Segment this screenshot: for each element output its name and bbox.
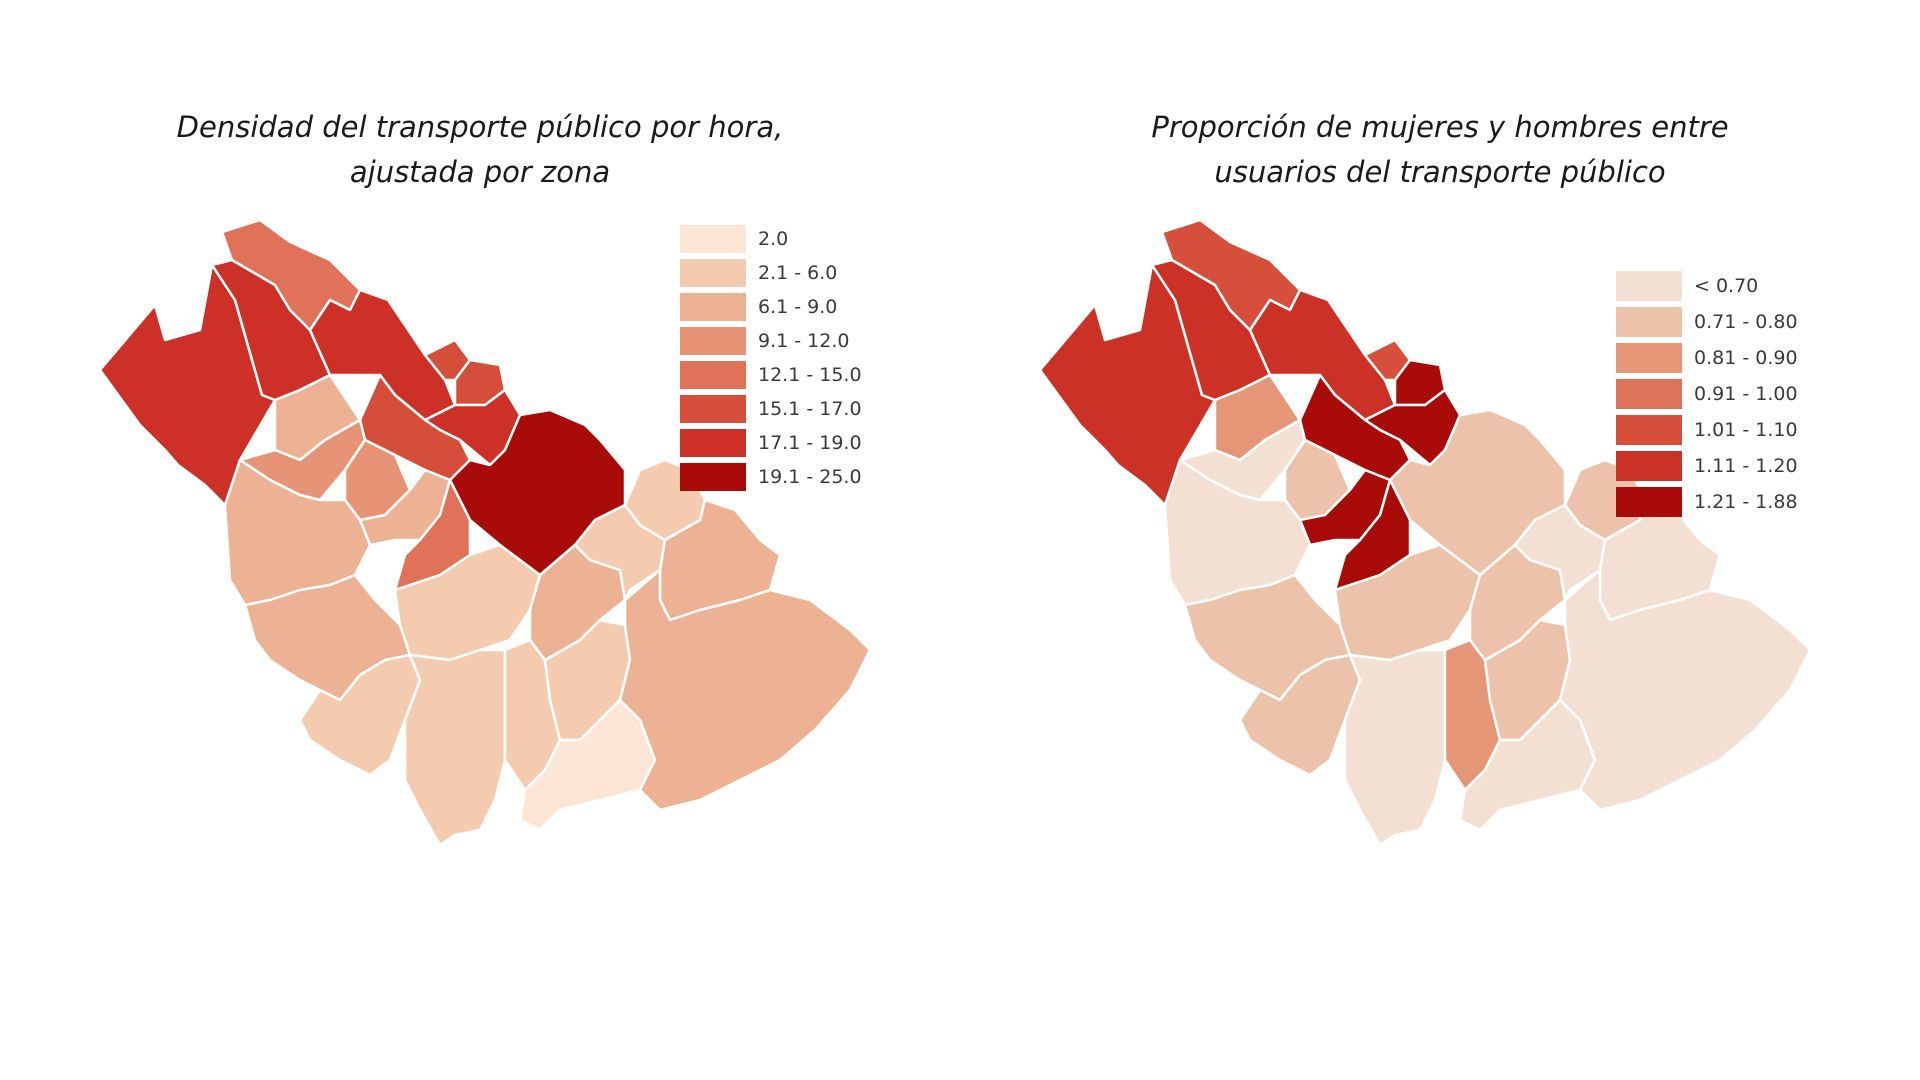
density-map-title-line-1: Densidad del transporte público por hora… <box>176 110 784 144</box>
legend-swatch <box>680 293 746 321</box>
legend-item: 1.01 - 1.10 <box>1616 412 1798 448</box>
legend-item: < 0.70 <box>1616 268 1798 304</box>
density-legend: 2.0 2.1 - 6.0 6.1 - 9.0 9.1 - 12.0 12.1 - 15… <box>680 222 862 494</box>
legend-label: 0.81 - 0.90 <box>1694 347 1798 369</box>
legend-swatch <box>1616 487 1682 517</box>
density-map-panel: Densidad del transporte público por hora… <box>0 105 960 847</box>
legend-label: 17.1 - 19.0 <box>758 432 862 454</box>
legend-label: 0.71 - 0.80 <box>1694 311 1798 333</box>
legend-item: 17.1 - 19.0 <box>680 426 862 460</box>
gender-ratio-choropleth-map <box>1038 218 1812 847</box>
legend-label: 1.01 - 1.10 <box>1694 419 1798 441</box>
legend-item: 12.1 - 15.0 <box>680 358 862 392</box>
density-choropleth-map <box>98 218 872 847</box>
legend-swatch <box>680 429 746 457</box>
density-map-title: Densidad del transporte público por hora… <box>0 105 960 195</box>
legend-label: 19.1 - 25.0 <box>758 466 862 488</box>
legend-swatch <box>1616 343 1682 373</box>
legend-item: 1.11 - 1.20 <box>1616 448 1798 484</box>
gender-ratio-legend: < 0.70 0.71 - 0.80 0.81 - 0.90 0.91 - 1.00 1… <box>1616 268 1798 520</box>
gender-ratio-map-panel: Proporción de mujeres y hombres entre us… <box>960 0 1920 1080</box>
legend-swatch <box>1616 451 1682 481</box>
gender-ratio-map-title-line-1: Proporción de mujeres y hombres entre <box>1151 110 1729 144</box>
legend-item: 2.1 - 6.0 <box>680 256 862 290</box>
legend-swatch <box>1616 271 1682 301</box>
legend-item: 0.71 - 0.80 <box>1616 304 1798 340</box>
legend-swatch <box>1616 307 1682 337</box>
legend-swatch <box>680 259 746 287</box>
legend-item: 0.81 - 0.90 <box>1616 340 1798 376</box>
legend-label: 6.1 - 9.0 <box>758 296 838 318</box>
legend-swatch <box>680 395 746 423</box>
legend-swatch <box>680 361 746 389</box>
legend-item: 0.91 - 1.00 <box>1616 376 1798 412</box>
density-map-title-line-2: ajustada por zona <box>349 155 611 189</box>
legend-item: 9.1 - 12.0 <box>680 324 862 358</box>
legend-label: 12.1 - 15.0 <box>758 364 862 386</box>
legend-swatch <box>680 463 746 491</box>
legend-item: 15.1 - 17.0 <box>680 392 862 426</box>
legend-label: < 0.70 <box>1694 275 1759 297</box>
gender-ratio-map-title: Proporción de mujeres y hombres entre us… <box>960 105 1920 195</box>
zone-south-2 <box>403 648 507 847</box>
legend-label: 1.11 - 1.20 <box>1694 455 1798 477</box>
legend-item: 2.0 <box>680 222 862 256</box>
legend-swatch <box>1616 379 1682 409</box>
legend-swatch <box>680 225 746 253</box>
legend-label: 9.1 - 12.0 <box>758 330 850 352</box>
zone-south-2 <box>1343 648 1447 847</box>
legend-swatch <box>1616 415 1682 445</box>
legend-item: 6.1 - 9.0 <box>680 290 862 324</box>
legend-swatch <box>680 327 746 355</box>
legend-label: 2.1 - 6.0 <box>758 262 838 284</box>
legend-label: 2.0 <box>758 228 789 250</box>
legend-label: 1.21 - 1.88 <box>1694 491 1798 513</box>
legend-item: 1.21 - 1.88 <box>1616 484 1798 520</box>
zone-east-5 <box>1558 568 1812 812</box>
zone-east-5 <box>618 568 872 812</box>
legend-label: 15.1 - 17.0 <box>758 398 862 420</box>
gender-ratio-map-title-line-2: usuarios del transporte público <box>1214 155 1666 189</box>
legend-label: 0.91 - 1.00 <box>1694 383 1798 405</box>
legend-item: 19.1 - 25.0 <box>680 460 862 494</box>
